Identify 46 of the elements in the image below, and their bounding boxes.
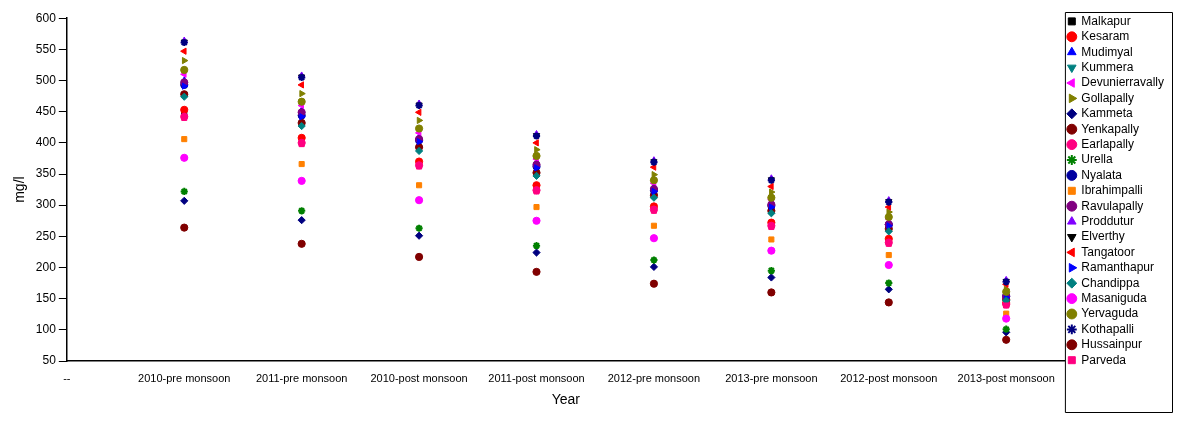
y-tick-label: 500 (35, 72, 57, 87)
legend-label: Kammeta (1081, 106, 1133, 121)
x-tick-label: 2010-pre monsoon (138, 371, 231, 384)
legend-label: Tangatoor (1081, 244, 1135, 259)
y-tick-label: 200 (35, 259, 57, 274)
legend-label: Kothapalli (1081, 321, 1135, 336)
legend-label: Yenkapally (1081, 121, 1139, 136)
y-tick-label: 150 (35, 290, 57, 305)
x-tick-label: 2012-pre monsoon (607, 371, 701, 384)
legend-label: Ibrahimpalli (1081, 183, 1143, 198)
legend-label: Mudimyal (1081, 44, 1133, 59)
y-axis-title: mg/l (11, 176, 28, 203)
y-tick-label: 100 (35, 322, 57, 337)
legend-label: Kummera (1081, 59, 1134, 74)
x-tick-label: -- (63, 371, 71, 384)
legend-label: Chandippa (1081, 275, 1140, 290)
legend-label: Yervaguda (1081, 306, 1139, 321)
y-tick-label: 50 (42, 353, 57, 368)
legend-label: Elverthy (1081, 229, 1125, 244)
y-tick-label: 350 (35, 166, 57, 181)
legend-label: Kesaram (1081, 29, 1130, 44)
legend-label: Urella (1081, 152, 1113, 167)
y-tick-label: 600 (35, 10, 57, 25)
legend-label: Malkapur (1081, 13, 1131, 28)
legend-label: Earlapally (1081, 136, 1134, 151)
x-tick-label: 2012-post monsoon (840, 371, 938, 384)
y-tick-label: 450 (35, 104, 57, 118)
legend-label: Ravulapally (1081, 198, 1144, 213)
y-tick-label: 400 (35, 135, 57, 150)
legend-label: Masaniguda (1081, 290, 1148, 305)
y-tick-label: 550 (35, 41, 57, 56)
legend-label: Hussainpur (1081, 337, 1142, 352)
legend-label: Parveda (1081, 352, 1127, 367)
legend-label: Nyalata (1081, 167, 1123, 182)
legend-label: Proddutur (1081, 213, 1134, 228)
x-tick-label: 2011-pre monsoon (255, 371, 348, 384)
x-tick-label: 2011-post monsoon (488, 371, 585, 384)
y-tick-label: 250 (35, 228, 57, 243)
y-tick-label: 300 (35, 197, 57, 212)
x-tick-label: 2010-post monsoon (370, 371, 468, 384)
legend-label: Ramanthapur (1081, 260, 1155, 275)
x-axis-title: Year (551, 391, 581, 408)
legend-label: Gollapally (1081, 90, 1134, 105)
x-tick-label: 2013-post monsoon (957, 371, 1055, 384)
legend-label: Devunierravally (1081, 75, 1164, 90)
x-tick-label: 2013-pre monsoon (725, 371, 818, 384)
